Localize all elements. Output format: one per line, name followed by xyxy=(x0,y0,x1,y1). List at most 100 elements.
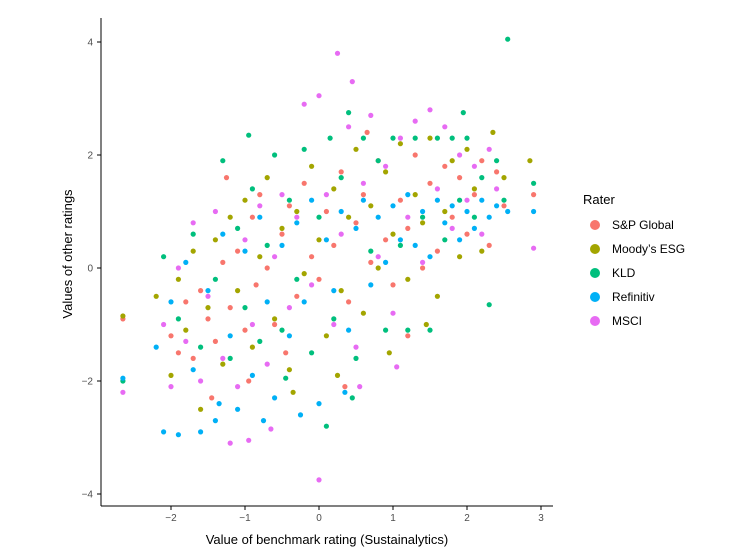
data-point xyxy=(227,333,233,339)
data-point xyxy=(316,401,322,407)
data-point xyxy=(242,248,248,254)
data-point xyxy=(505,36,511,42)
data-point xyxy=(490,129,496,135)
data-point xyxy=(198,288,204,294)
data-point xyxy=(198,344,204,350)
data-point xyxy=(531,208,537,215)
data-point xyxy=(423,321,429,328)
data-point xyxy=(353,355,359,361)
data-point xyxy=(212,208,218,215)
data-point xyxy=(464,231,470,237)
data-point xyxy=(294,276,300,282)
data-point xyxy=(120,389,126,395)
legend-label: S&P Global xyxy=(612,218,674,232)
data-point xyxy=(353,225,359,231)
data-point xyxy=(246,378,252,384)
data-point xyxy=(405,214,411,220)
data-point xyxy=(209,395,215,401)
data-point xyxy=(368,282,374,288)
data-point xyxy=(338,175,344,181)
legend-item: S&P Global xyxy=(590,218,674,232)
data-point xyxy=(327,135,333,141)
data-point xyxy=(471,225,477,231)
data-point xyxy=(360,180,366,186)
data-point xyxy=(420,265,426,271)
data-point xyxy=(349,395,355,401)
series-0 xyxy=(120,129,537,401)
legend-item: MSCI xyxy=(590,314,642,328)
data-point xyxy=(531,180,537,186)
data-point xyxy=(420,214,426,220)
legend-label: Refinitiv xyxy=(612,290,655,304)
data-point xyxy=(279,242,285,248)
x-tick-label: −2 xyxy=(165,513,177,524)
data-point xyxy=(272,152,278,158)
data-point xyxy=(427,107,433,113)
data-point xyxy=(390,203,396,209)
data-point xyxy=(479,248,485,254)
data-point xyxy=(264,361,270,367)
data-point xyxy=(297,412,304,418)
data-point xyxy=(323,423,329,429)
legend-item: Refinitiv xyxy=(590,290,655,304)
data-point xyxy=(190,231,196,237)
data-point xyxy=(412,118,418,124)
data-point xyxy=(175,316,181,322)
data-point xyxy=(272,254,278,260)
data-point xyxy=(294,293,300,299)
data-point xyxy=(338,231,344,237)
data-point xyxy=(212,418,218,424)
data-point xyxy=(471,214,477,220)
data-point xyxy=(309,197,315,203)
data-point xyxy=(390,310,396,316)
data-point xyxy=(309,254,315,260)
data-point xyxy=(220,259,226,265)
data-point xyxy=(479,231,485,237)
data-point xyxy=(223,175,230,181)
data-point xyxy=(242,237,248,243)
data-point xyxy=(175,265,181,271)
data-point xyxy=(190,367,196,373)
data-point xyxy=(486,146,492,152)
data-point xyxy=(390,282,396,288)
data-point xyxy=(175,276,181,282)
data-point xyxy=(220,361,226,367)
data-point xyxy=(175,432,181,438)
data-point xyxy=(427,254,433,260)
data-point xyxy=(120,313,126,319)
data-point xyxy=(360,135,366,141)
data-point xyxy=(264,299,270,305)
data-point xyxy=(383,237,389,243)
data-point xyxy=(360,197,366,203)
data-point xyxy=(249,372,255,378)
data-point xyxy=(486,214,492,220)
data-point xyxy=(235,384,241,390)
data-point xyxy=(190,220,196,226)
data-point xyxy=(190,355,196,361)
data-point xyxy=(342,389,348,395)
data-point xyxy=(235,406,241,412)
data-point xyxy=(301,180,307,186)
data-point xyxy=(346,110,352,116)
legend: Rater S&P Global Moody’s ESG KLD Refinitiv M… xyxy=(583,192,685,328)
data-point xyxy=(457,152,463,158)
data-point xyxy=(309,282,315,288)
data-point xyxy=(227,305,233,311)
data-point xyxy=(227,355,233,361)
data-point xyxy=(346,327,352,333)
legend-swatch xyxy=(590,268,600,278)
series-2 xyxy=(120,36,537,429)
data-point xyxy=(286,197,292,203)
legend-swatch xyxy=(590,292,600,302)
data-point xyxy=(264,175,270,181)
y-tick-label: 2 xyxy=(87,151,93,162)
data-point xyxy=(394,364,400,370)
data-point xyxy=(479,175,485,181)
data-point xyxy=(494,158,500,164)
legend-item: Moody’s ESG xyxy=(590,242,685,256)
data-point xyxy=(449,203,455,209)
data-point xyxy=(334,372,341,378)
data-point xyxy=(205,316,211,322)
data-point xyxy=(168,299,174,305)
data-point xyxy=(405,327,411,333)
